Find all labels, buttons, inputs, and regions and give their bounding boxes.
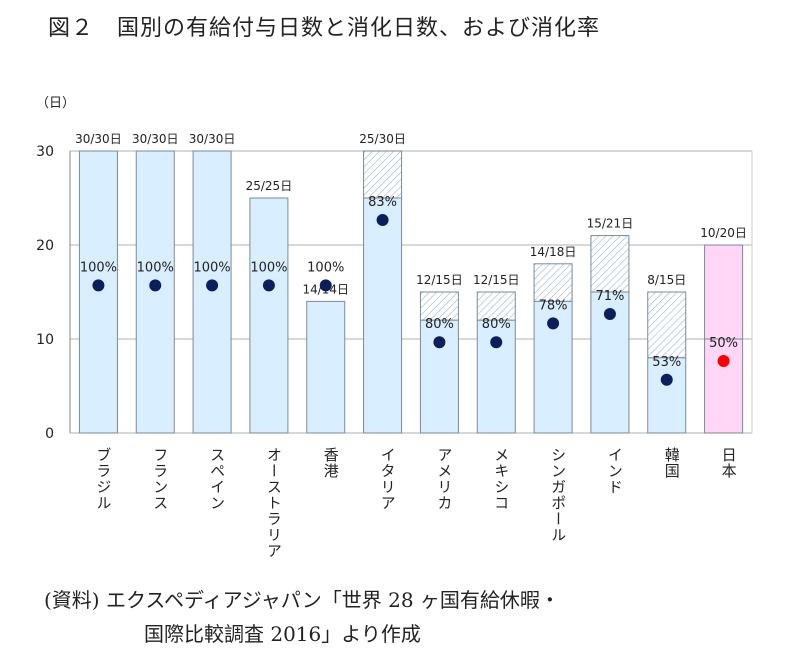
usage-rate-label: 100%: [80, 260, 117, 275]
used-days-bar: [135, 150, 175, 434]
bar-chart: 0 10 20 30 30/30日 100% ブラジル 30/30日 100% フランス 30/30…: [36, 132, 753, 559]
used-days-bar: [78, 150, 118, 434]
usage-rate-marker: [547, 317, 560, 330]
y-tick-label: 10: [36, 332, 54, 348]
data-label-days: 15/21日: [587, 217, 634, 231]
unused-days-bar: [647, 291, 687, 359]
category-label: ブラジル: [94, 447, 112, 511]
data-label-days: 8/15日: [647, 273, 686, 287]
used-days-bar: [249, 197, 289, 434]
source-note: (資料) エクスペディアジャパン「世界 28 ヶ国有給休暇・ 国際比較調査 20…: [44, 583, 560, 651]
usage-rate-marker: [717, 355, 730, 367]
category-label: イタリア: [379, 447, 397, 511]
category-label: インド: [606, 447, 624, 495]
data-label-days: 12/15日: [473, 273, 520, 287]
usage-rate-marker: [319, 279, 332, 292]
source-line-1: (資料) エクスペディアジャパン「世界 28 ヶ国有給休暇・: [44, 588, 560, 612]
unused-days-bar: [476, 291, 516, 321]
used-days-bar: [363, 197, 403, 434]
usage-rate-label: 53%: [652, 355, 681, 370]
usage-rate-marker: [92, 279, 105, 292]
y-tick-label: 0: [45, 426, 54, 442]
usage-rate-label: 80%: [425, 317, 454, 332]
usage-rate-marker: [149, 279, 162, 292]
chart-title: 図２ 国別の有給付与日数と消化日数、および消化率: [48, 16, 601, 41]
category-label: アメリカ: [435, 447, 453, 511]
category-label: フランス: [151, 447, 169, 511]
used-days-bar: [306, 300, 346, 434]
used-days-bar: [192, 150, 232, 434]
usage-rate-marker: [660, 373, 673, 386]
usage-rate-label: 50%: [709, 336, 738, 351]
usage-rate-label: 100%: [137, 260, 174, 275]
unused-days-bar: [533, 263, 573, 302]
data-label-days: 14/18日: [530, 245, 577, 259]
category-label: スペイン: [208, 447, 226, 511]
usage-rate-label: 100%: [307, 260, 344, 275]
data-label-days: 30/30日: [132, 132, 179, 146]
usage-rate-label: 80%: [482, 317, 511, 332]
data-label-days: 25/25日: [246, 179, 293, 193]
source-line-2: 国際比較調査 2016」より作成: [144, 622, 421, 646]
usage-rate-label: 71%: [595, 289, 624, 304]
usage-rate-label: 83%: [368, 195, 397, 210]
category-label: 日本: [720, 447, 738, 479]
usage-rate-marker: [603, 308, 616, 320]
category-label: 韓国: [663, 447, 681, 479]
usage-rate-marker: [490, 336, 503, 349]
y-tick-label: 20: [36, 238, 54, 254]
usage-rate-marker: [433, 336, 446, 349]
used-days-bar: [704, 338, 744, 434]
usage-rate-label: 78%: [539, 298, 568, 313]
usage-rate-marker: [206, 279, 219, 292]
usage-rate-marker: [262, 279, 275, 292]
data-label-days: 12/15日: [416, 273, 463, 287]
data-label-days: 30/30日: [75, 132, 122, 146]
data-label-days: 30/30日: [189, 132, 236, 146]
unused-days-bar: [590, 235, 630, 293]
data-label-days: 25/30日: [359, 132, 406, 146]
unused-days-bar: [419, 291, 459, 321]
y-axis-unit-label: （日）: [36, 96, 76, 111]
unused-days-bar: [704, 244, 744, 340]
used-days-bar: [533, 300, 573, 434]
y-tick-label: 30: [36, 144, 54, 160]
usage-rate-label: 100%: [193, 260, 230, 275]
usage-rate-marker: [376, 214, 389, 226]
category-label: 香港: [322, 447, 340, 479]
data-label-days: 10/20日: [700, 226, 747, 240]
category-label: オーストラリア: [265, 447, 283, 559]
used-days-bar: [647, 357, 687, 434]
unused-days-bar: [363, 150, 403, 199]
category-label: シンガポール: [549, 447, 567, 543]
category-label: メキシコ: [492, 447, 510, 511]
usage-rate-label: 100%: [250, 260, 287, 275]
